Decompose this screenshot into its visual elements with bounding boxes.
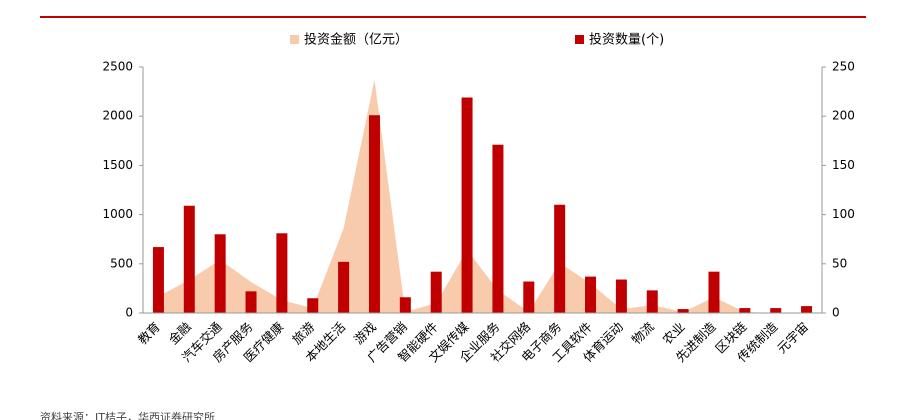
y2-tick-label: 50 xyxy=(832,256,847,270)
bar xyxy=(214,234,226,313)
y-tick-label: 0 xyxy=(125,306,133,320)
source-note: 资料来源：IT桔子，华西证券研究所 xyxy=(40,410,215,420)
y-tick-label: 1000 xyxy=(102,207,133,221)
x-tick-label: 教育 xyxy=(135,319,163,347)
bar xyxy=(801,306,813,313)
legend-swatch xyxy=(575,35,584,44)
bar xyxy=(338,261,350,313)
bar xyxy=(430,271,442,313)
bar xyxy=(307,298,319,313)
x-tick-label: 元宇宙 xyxy=(774,319,811,356)
y2-tick-label: 0 xyxy=(832,306,840,320)
y2-tick-label: 150 xyxy=(832,158,855,172)
bar xyxy=(461,97,473,313)
legend-label: 投资金额（亿元） xyxy=(304,32,408,48)
y-tick-label: 2500 xyxy=(102,60,133,74)
legend-swatch xyxy=(290,35,299,44)
y2-tick-label: 250 xyxy=(832,60,855,74)
bar xyxy=(368,115,380,313)
bar xyxy=(245,291,257,313)
y2-tick-label: 100 xyxy=(832,207,855,221)
bar xyxy=(492,144,504,313)
bar xyxy=(554,204,566,313)
y-tick-label: 2000 xyxy=(102,109,133,123)
bar xyxy=(615,279,627,313)
legend-label: 投资数量(个) xyxy=(589,32,664,48)
bar xyxy=(708,271,720,313)
bar xyxy=(646,290,658,313)
y-tick-label: 500 xyxy=(110,256,133,270)
bar xyxy=(585,276,597,313)
x-tick-label: 物流 xyxy=(629,319,658,348)
bar xyxy=(523,281,535,313)
bar xyxy=(677,309,689,313)
bar xyxy=(152,247,164,313)
bar xyxy=(183,205,195,313)
y2-tick-label: 200 xyxy=(832,109,855,123)
bar xyxy=(399,297,411,313)
y-tick-label: 1500 xyxy=(102,158,133,172)
bar xyxy=(770,308,782,313)
bar xyxy=(276,233,288,313)
bar xyxy=(739,308,751,313)
